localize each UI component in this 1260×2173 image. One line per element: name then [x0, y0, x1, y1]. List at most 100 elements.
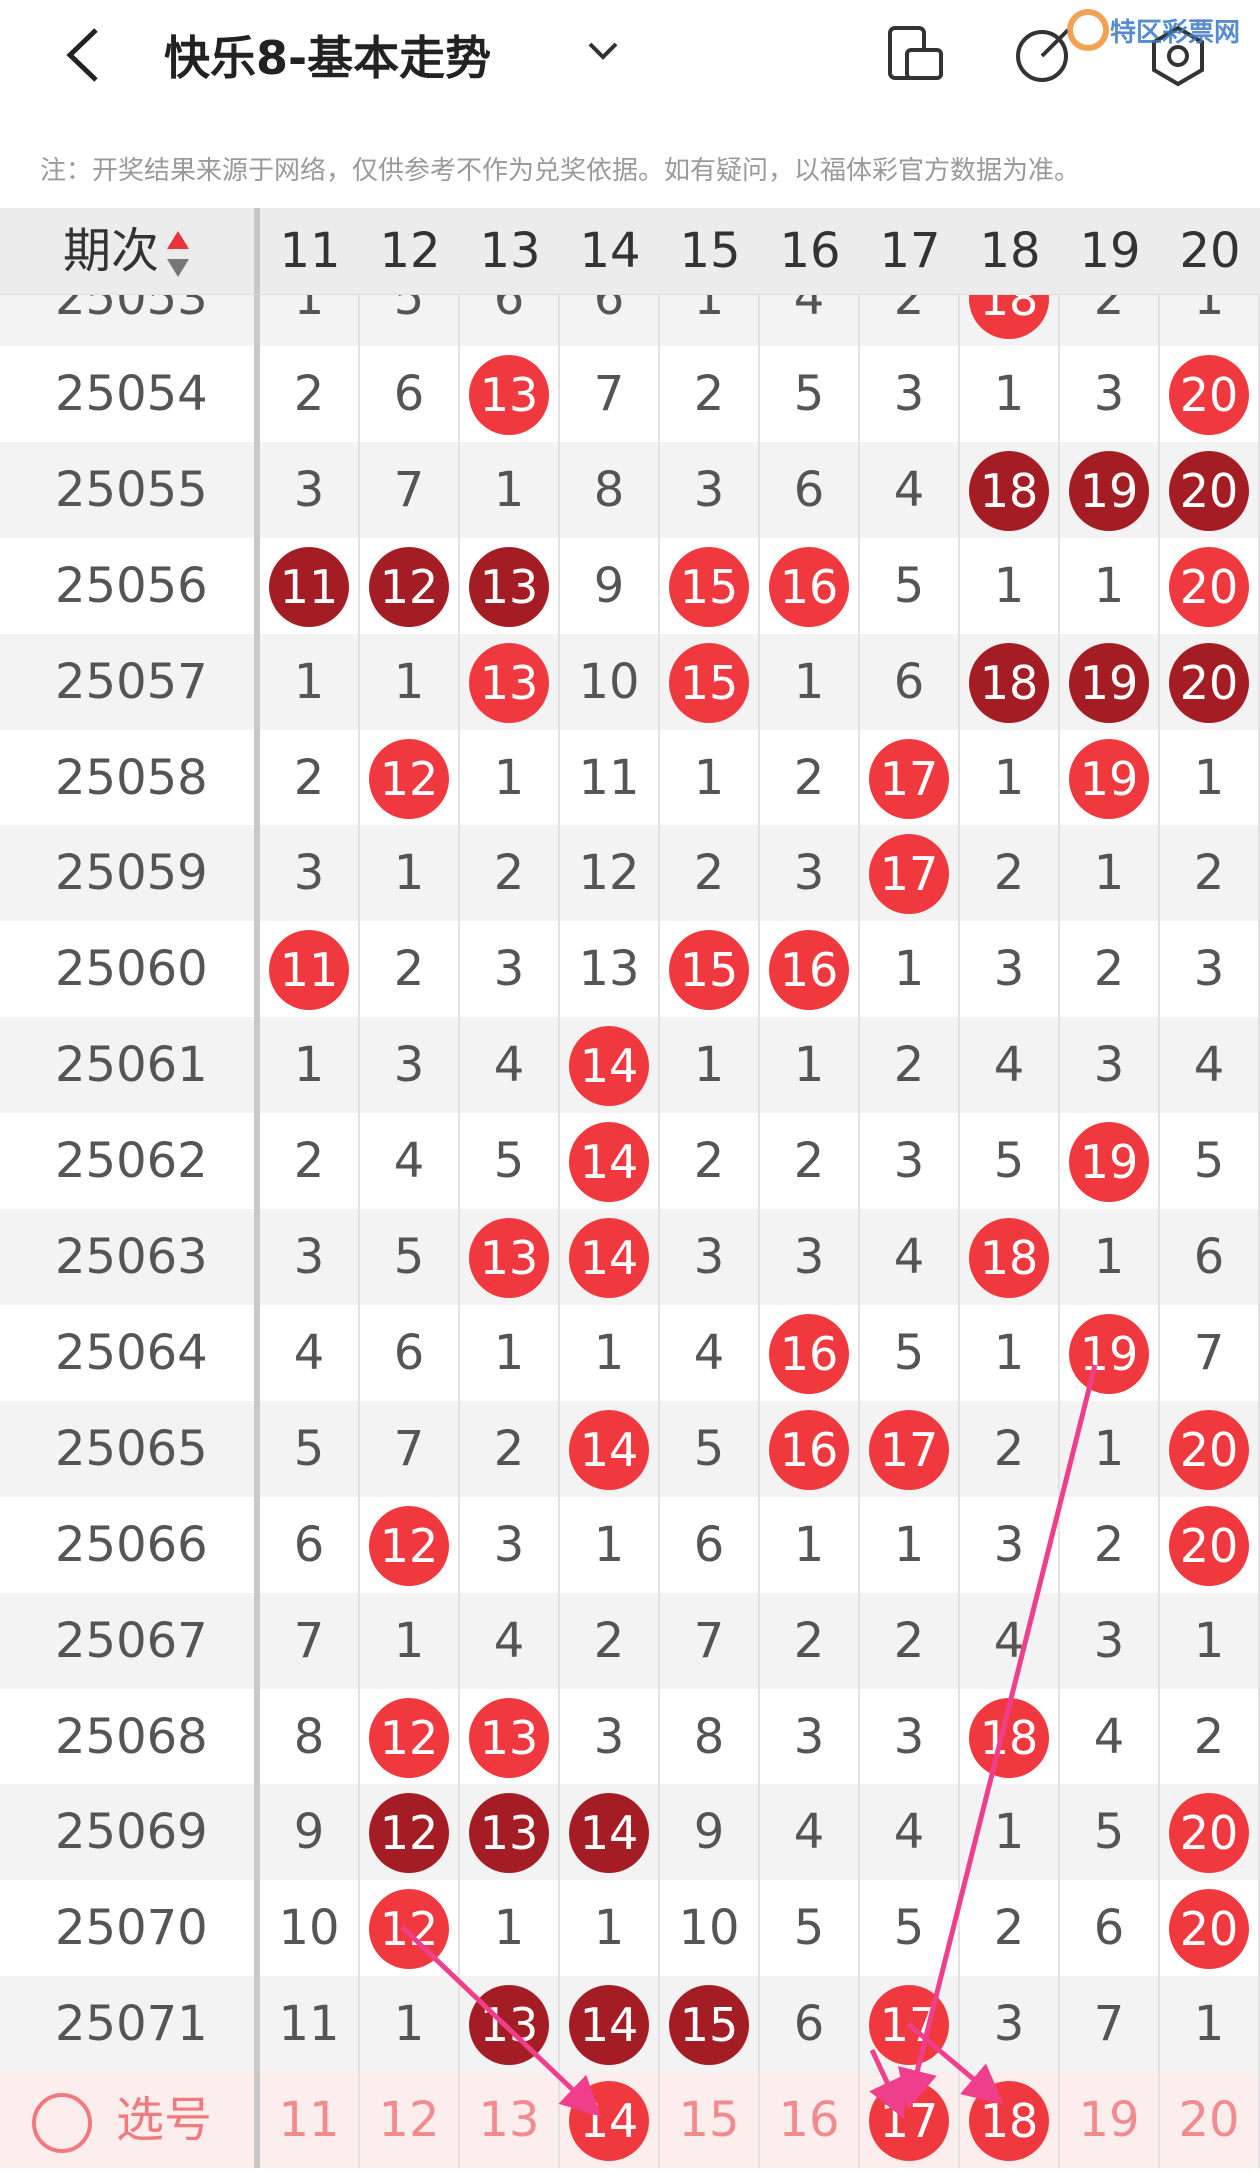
cell: 18 — [960, 1688, 1060, 1785]
cell[interactable]: 12 — [360, 2072, 460, 2169]
number-ball: 18 — [969, 642, 1049, 723]
layout-icon[interactable] — [888, 26, 943, 80]
number-ball: 12 — [369, 546, 449, 627]
number-ball: 14 — [569, 1985, 649, 2066]
cell[interactable]: 20 — [1160, 2072, 1260, 2169]
cell[interactable]: 13 — [460, 2072, 560, 2169]
issue-number: 25054 — [0, 345, 260, 442]
number-ball: 15 — [669, 642, 749, 723]
share-icon[interactable] — [1016, 28, 1070, 82]
column-header: 14 — [579, 223, 641, 279]
cell: 1 — [1160, 1976, 1260, 2073]
table-row: 25071 11 1 13 14 15 6 17 3 7 1 — [0, 1976, 1260, 2076]
cell[interactable]: 15 — [660, 2072, 760, 2169]
cell: 1 — [1160, 729, 1260, 826]
column-header: 15 — [679, 223, 741, 279]
issue-number: 25062 — [0, 1113, 260, 1210]
issue-number: 25067 — [0, 1592, 260, 1689]
column-header: 12 — [379, 223, 441, 279]
cell: 3 — [660, 1209, 760, 1305]
sort-label[interactable]: 期次 — [62, 223, 159, 279]
table-row: 25068 8 12 13 3 8 3 3 18 4 2 — [0, 1688, 1260, 1785]
table-row: 25062 2 4 5 14 2 2 3 5 19 5 — [0, 1113, 1260, 1210]
cell: 1 — [260, 294, 360, 346]
cell[interactable]: 16 — [760, 2072, 860, 2169]
cell: 6 — [460, 294, 560, 346]
number-ball: 13 — [469, 546, 549, 627]
issue-number: 25053 — [0, 294, 260, 346]
cell: 1 — [1060, 537, 1160, 634]
cell: 14 — [560, 1784, 660, 1881]
cell: 1 — [760, 633, 860, 730]
back-button[interactable] — [66, 28, 98, 82]
number-ball: 13 — [469, 1697, 549, 1778]
number-ball: 14 — [569, 1409, 649, 1490]
cell: 6 — [260, 1496, 360, 1593]
column-header: 13 — [479, 223, 541, 279]
cell: 1 — [660, 294, 760, 346]
cell: 11 — [260, 537, 360, 634]
cell: 20 — [1160, 1880, 1260, 1977]
cell: 1 — [1160, 294, 1260, 346]
cell: 4 — [860, 441, 960, 538]
cell: 6 — [360, 1304, 460, 1401]
cell: 13 — [460, 1688, 560, 1785]
cell: 1 — [360, 825, 460, 922]
cell: 14 — [560, 1017, 660, 1114]
cell: 7 — [560, 345, 660, 442]
cell: 4 — [760, 294, 860, 346]
table-row: 25056 11 12 13 9 15 16 5 1 1 20 — [0, 537, 1260, 637]
select-radio[interactable] — [30, 2091, 94, 2155]
cell: 1 — [1160, 1592, 1260, 1689]
cell: 2 — [760, 1113, 860, 1210]
table-row: 25058 2 12 1 11 1 2 17 1 19 1 — [0, 729, 1260, 826]
cell[interactable]: 18 — [960, 2072, 1060, 2169]
number-ball: 14 — [569, 1122, 649, 1203]
number-ball: 20 — [1169, 1793, 1249, 1874]
cell: 19 — [1060, 633, 1160, 730]
cell: 5 — [660, 1400, 760, 1497]
cell[interactable]: 17 — [860, 2072, 960, 2169]
cell: 3 — [860, 1688, 960, 1785]
cell: 2 — [760, 1592, 860, 1689]
cell: 13 — [460, 1976, 560, 2073]
cell: 14 — [560, 1209, 660, 1305]
cell: 12 — [360, 1688, 460, 1785]
cell: 2 — [260, 345, 360, 442]
top-bar: 快乐8-基本走势 特区彩票网 — [0, 0, 1260, 110]
sort-icon[interactable] — [159, 223, 191, 279]
number-ball: 13 — [469, 354, 549, 435]
cell: 1 — [560, 1880, 660, 1977]
dropdown-toggle[interactable] — [588, 42, 618, 60]
cell[interactable]: 11 — [260, 2072, 360, 2169]
number-ball: 20 — [1169, 354, 1249, 435]
cell: 1 — [560, 1304, 660, 1401]
cell: 4 — [860, 1209, 960, 1305]
cell: 12 — [360, 729, 460, 826]
cell: 10 — [260, 1880, 360, 1977]
number-ball: 13 — [469, 642, 549, 723]
issue-number: 25064 — [0, 1304, 260, 1401]
settings-icon[interactable] — [1152, 25, 1204, 87]
cell: 1 — [460, 1304, 560, 1401]
number-ball: 20 — [1169, 1409, 1249, 1490]
cell: 4 — [260, 1304, 360, 1401]
number-ball: 12 — [369, 1889, 449, 1970]
cell: 1 — [960, 1304, 1060, 1401]
table-row: 25055 3 7 1 8 3 6 4 18 19 20 — [0, 441, 1260, 538]
cell: 1 — [460, 729, 560, 826]
cell[interactable]: 14 — [560, 2072, 660, 2169]
number-ball: 11 — [269, 546, 349, 627]
cell[interactable]: 19 — [1060, 2072, 1160, 2169]
number-ball: 13 — [469, 1985, 549, 2066]
table-row: 25066 6 12 3 1 6 1 1 3 2 20 — [0, 1496, 1260, 1596]
cell: 10 — [660, 1880, 760, 1977]
cell: 7 — [360, 441, 460, 538]
cell: 2 — [860, 1017, 960, 1114]
column-header: 11 — [279, 223, 341, 279]
number-ball: 17 — [869, 1409, 949, 1490]
cell: 7 — [1160, 1304, 1260, 1401]
issue-number: 25061 — [0, 1017, 260, 1114]
cell: 9 — [660, 1784, 760, 1881]
cell: 2 — [460, 1400, 560, 1497]
